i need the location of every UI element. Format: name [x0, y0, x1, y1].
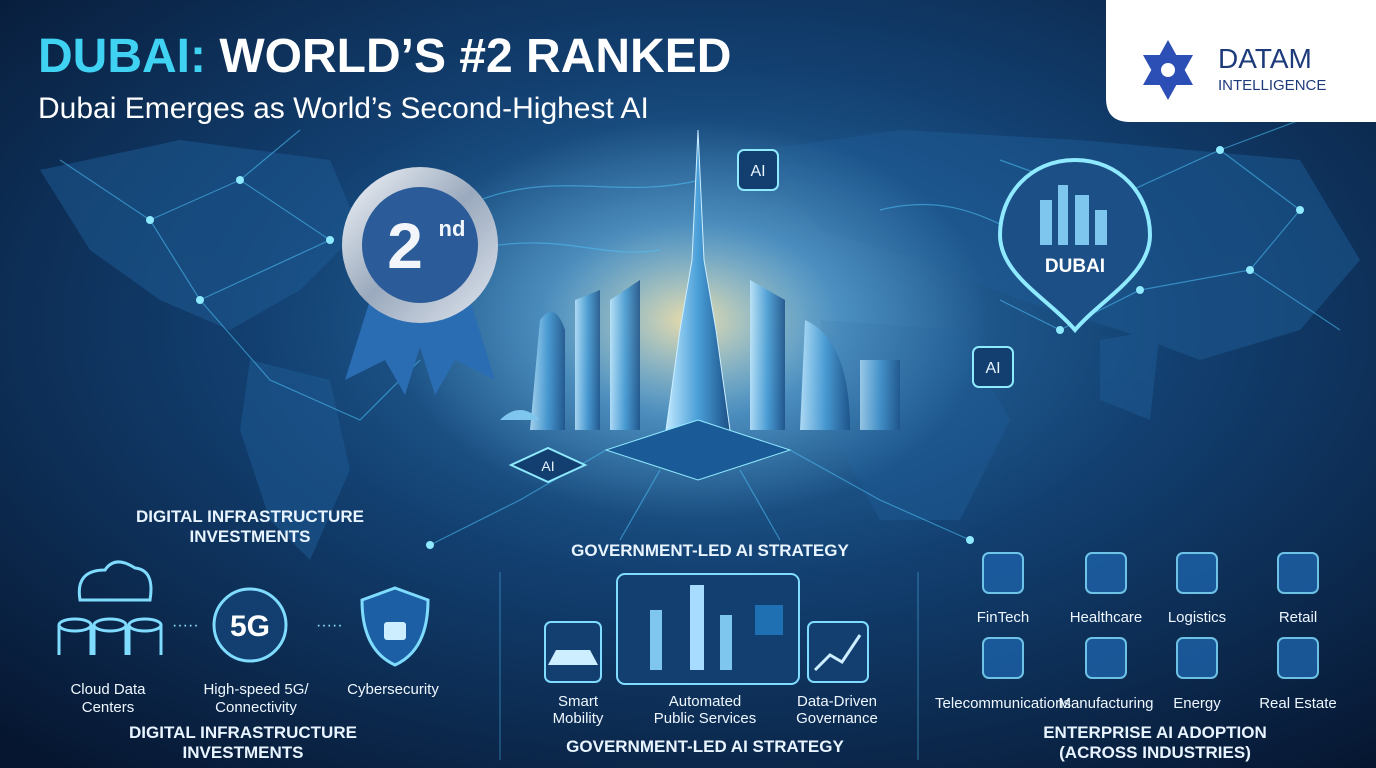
item-label: Public Services — [654, 710, 757, 727]
industry-icon — [982, 637, 1024, 679]
logo-tagline: INTELLIGENCE — [1218, 77, 1326, 94]
subtitle: Dubai Emerges as World’s Second-Highest … — [38, 92, 649, 125]
item-label: Connectivity — [215, 699, 297, 716]
connector: ····· — [172, 617, 199, 634]
title-rest: WORLD’S #2 RANKED — [219, 30, 731, 83]
pin-label: DUBAI — [1045, 256, 1105, 277]
ai-chip: AI — [508, 446, 588, 484]
5g-text: 5G — [230, 610, 270, 643]
rank: 2 — [387, 210, 423, 282]
section-heading: (ACROSS INDUSTRIES) — [1059, 743, 1251, 762]
industry-label: Logistics — [1168, 609, 1226, 626]
industry-label: Energy — [1173, 695, 1221, 712]
item-label: Data-Driven — [797, 693, 877, 710]
industry-label: Retail — [1279, 609, 1317, 626]
industry-icon — [1277, 552, 1319, 594]
item-label: High-speed 5G/ — [203, 681, 309, 698]
logo-name: DATAM — [1218, 43, 1312, 74]
location-pin: DUBAI — [997, 157, 1153, 334]
section-heading: GOVERNMENT-LED AI STRATEGY — [566, 737, 844, 756]
industry-icon — [1176, 552, 1218, 594]
section-heading: GOVERNMENT-LED AI STRATEGY — [571, 541, 849, 560]
car-icon — [548, 650, 598, 665]
rank-suffix: nd — [439, 216, 466, 241]
item-label: Governance — [796, 710, 878, 727]
industry-label: Healthcare — [1070, 609, 1143, 626]
industry-label: Telecommunications — [935, 695, 1071, 712]
dashboard-graphic — [650, 610, 662, 670]
5g-icon — [212, 587, 288, 663]
logo: DATAM INTELLIGENCE — [1106, 0, 1376, 122]
industry-icon — [1085, 552, 1127, 594]
connector: ····· — [316, 617, 343, 634]
industry-icon — [982, 552, 1024, 594]
dashboard — [616, 573, 800, 685]
dashboard-graphic — [755, 605, 783, 635]
ai-badge: AI — [972, 346, 1014, 388]
industry-icon — [1085, 637, 1127, 679]
enterprise-section: ENTERPRISE AI ADOPTION (ACROSS INDUSTRIE… — [935, 552, 1337, 762]
medal: 2 nd — [342, 167, 498, 395]
section-heading: INVESTMENTS — [190, 527, 311, 546]
cloud-icon — [57, 560, 163, 655]
section-heading: DIGITAL INFRASTRUCTURE — [129, 723, 357, 742]
item-label: Cybersecurity — [347, 681, 439, 698]
ai-badge: AI — [737, 149, 779, 191]
ai-badge-text: AI — [985, 360, 1000, 377]
item-label: Cloud Data — [70, 681, 146, 698]
ai-chip-text: AI — [541, 458, 554, 474]
infrastructure-section: DIGITAL INFRASTRUCTURE INVESTMENTS 5G ··… — [57, 507, 439, 762]
industry-label: Real Estate — [1259, 695, 1337, 712]
section-heading: INVESTMENTS — [183, 743, 304, 762]
dashboard-graphic — [690, 585, 704, 670]
item-label: Automated — [669, 693, 742, 710]
government-section: GOVERNMENT-LED AI STRATEGY Smart Mobilit… — [544, 541, 878, 756]
section-heading: DIGITAL INFRASTRUCTURE — [136, 507, 364, 526]
header: DUBAI: WORLD’S #2 RANKED Dubai Emerges a… — [38, 30, 731, 125]
governance-panel — [807, 621, 869, 683]
ai-badge-text: AI — [750, 163, 765, 180]
industry-icon — [1277, 637, 1319, 679]
industry-icon — [1176, 637, 1218, 679]
item-label: Mobility — [553, 710, 604, 727]
title-highlight: DUBAI: — [38, 30, 206, 83]
lock-icon — [384, 622, 406, 640]
dashboard-graphic — [720, 615, 732, 670]
title: DUBAI: WORLD’S #2 RANKED — [38, 30, 731, 83]
item-label: Smart — [558, 693, 599, 710]
industry-label: FinTech — [977, 609, 1030, 626]
section-heading: ENTERPRISE AI ADOPTION — [1043, 723, 1267, 742]
industry-label: Manufacturing — [1058, 695, 1153, 712]
item-label: Centers — [82, 699, 135, 716]
skyline — [426, 129, 974, 549]
chart-icon — [813, 634, 862, 672]
